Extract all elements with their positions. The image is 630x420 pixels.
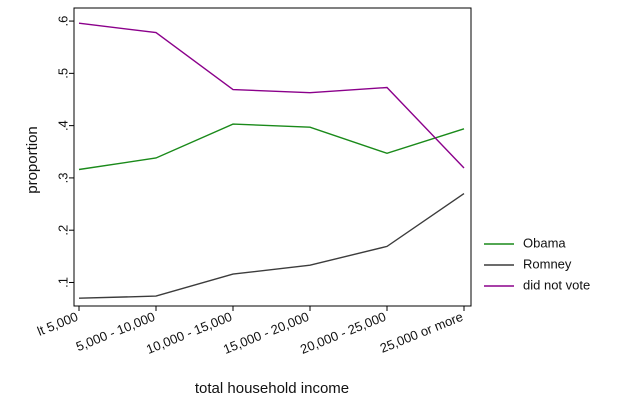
y-tick-label: .1 bbox=[55, 277, 70, 288]
x-tick-label: lt 5,000 bbox=[35, 309, 80, 339]
series-line-did-not-vote bbox=[78, 22, 465, 169]
y-tick-label: .5 bbox=[55, 68, 70, 79]
series-line-romney bbox=[78, 193, 465, 299]
series-lines bbox=[78, 22, 465, 299]
legend-label-did-not-vote: did not vote bbox=[523, 277, 590, 292]
y-tick-label: .4 bbox=[55, 120, 70, 131]
x-axis-title: total household income bbox=[195, 380, 349, 397]
series-line-obama bbox=[78, 123, 465, 171]
y-axis: .1 .2 .3 .4 .5 .6 bbox=[55, 16, 74, 288]
y-axis-title: proportion bbox=[24, 126, 41, 194]
x-tick-label: 5,000 - 10,000 bbox=[74, 309, 157, 354]
x-tick-label: 15,000 - 20,000 bbox=[221, 309, 311, 357]
x-tick-label: 10,000 - 15,000 bbox=[144, 309, 234, 357]
legend-label-obama: Obama bbox=[523, 235, 566, 250]
x-tick-label: 20,000 - 25,000 bbox=[298, 309, 388, 357]
x-tick-label: 25,000 or more bbox=[378, 309, 465, 356]
y-tick-label: .6 bbox=[55, 16, 70, 27]
y-tick-label: .2 bbox=[55, 225, 70, 236]
plot-frame bbox=[73, 7, 472, 307]
legend-label-romney: Romney bbox=[523, 256, 572, 271]
y-tick-label: .3 bbox=[55, 172, 70, 183]
legend: Obama Romney did not vote bbox=[484, 235, 590, 292]
